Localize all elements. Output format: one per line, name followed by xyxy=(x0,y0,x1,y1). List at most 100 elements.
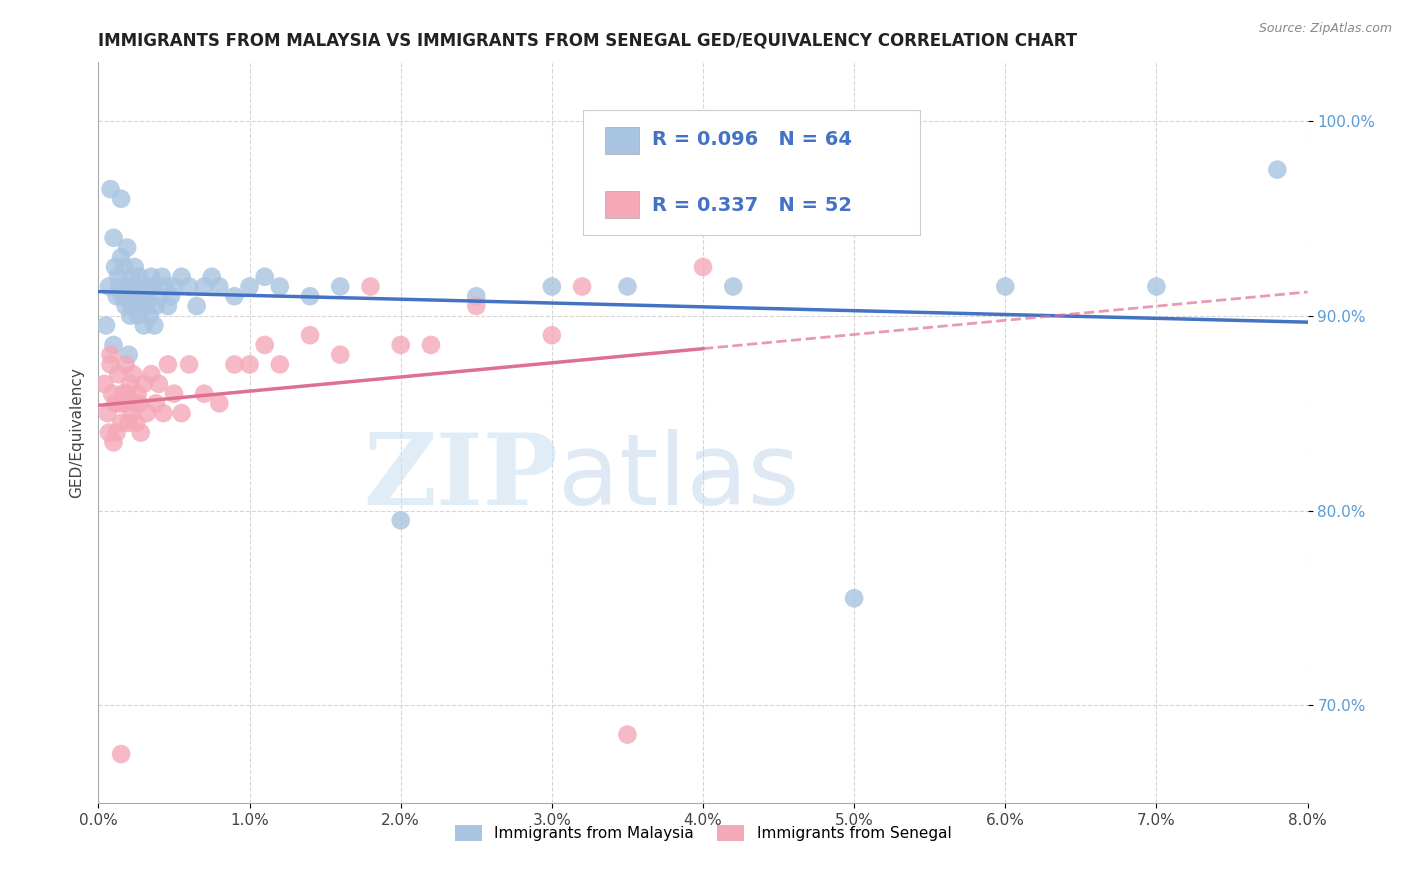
Point xyxy=(112,396,135,410)
Point xyxy=(179,279,201,293)
Point xyxy=(127,309,149,323)
Text: R = 0.096   N = 64: R = 0.096 N = 64 xyxy=(652,130,852,149)
Point xyxy=(111,289,134,303)
Point xyxy=(120,376,142,391)
Point xyxy=(143,318,166,333)
Point xyxy=(1146,279,1168,293)
Point xyxy=(110,250,132,264)
Point xyxy=(360,279,382,293)
Point xyxy=(129,425,152,440)
Point xyxy=(122,289,145,303)
Point xyxy=(193,386,215,401)
Point xyxy=(118,416,141,430)
Point xyxy=(616,728,638,742)
Text: IMMIGRANTS FROM MALAYSIA VS IMMIGRANTS FROM SENEGAL GED/EQUIVALENCY CORRELATION : IMMIGRANTS FROM MALAYSIA VS IMMIGRANTS F… xyxy=(98,32,1077,50)
Point xyxy=(110,416,132,430)
Point xyxy=(170,406,193,420)
Point xyxy=(844,591,866,606)
Point xyxy=(136,279,159,293)
Text: ZIP: ZIP xyxy=(363,428,558,525)
Point xyxy=(103,231,125,245)
Point xyxy=(152,406,174,420)
Point xyxy=(153,279,176,293)
Point xyxy=(104,260,127,274)
Point xyxy=(124,260,146,274)
Point xyxy=(135,406,157,420)
Point xyxy=(100,182,122,196)
Point xyxy=(994,279,1017,293)
Point xyxy=(208,396,231,410)
Point xyxy=(114,358,136,372)
Point xyxy=(110,747,132,761)
Point xyxy=(1267,162,1289,177)
Point xyxy=(208,279,231,293)
Point xyxy=(156,358,179,372)
Point xyxy=(132,318,155,333)
Y-axis label: GED/Equivalency: GED/Equivalency xyxy=(69,368,84,498)
Point xyxy=(122,367,145,381)
Point xyxy=(299,328,322,343)
Point xyxy=(389,513,412,527)
Point xyxy=(118,348,141,362)
Point xyxy=(105,425,128,440)
Point xyxy=(163,386,186,401)
Point xyxy=(93,376,115,391)
Point xyxy=(253,338,276,352)
Point xyxy=(94,318,117,333)
Point xyxy=(115,240,138,255)
Point xyxy=(107,367,129,381)
Point xyxy=(111,386,134,401)
Point xyxy=(224,289,246,303)
Point xyxy=(148,289,170,303)
Text: Source: ZipAtlas.com: Source: ZipAtlas.com xyxy=(1258,22,1392,36)
Point xyxy=(163,279,186,293)
Point xyxy=(299,289,322,303)
Point xyxy=(540,279,562,293)
Point xyxy=(329,279,352,293)
Point xyxy=(101,386,124,401)
Point xyxy=(103,338,125,352)
Point xyxy=(125,416,148,430)
Point xyxy=(201,269,224,284)
Point xyxy=(239,279,262,293)
Point xyxy=(121,406,143,420)
Point xyxy=(160,289,183,303)
Point xyxy=(121,299,143,313)
Point xyxy=(141,269,163,284)
Point xyxy=(127,386,149,401)
Point xyxy=(148,376,170,391)
Point xyxy=(98,425,121,440)
Text: atlas: atlas xyxy=(558,428,800,525)
Point xyxy=(723,279,745,293)
Point xyxy=(269,358,291,372)
Point xyxy=(100,358,122,372)
Point xyxy=(98,279,121,293)
Point xyxy=(120,309,142,323)
Point xyxy=(107,269,129,284)
Point xyxy=(112,260,135,274)
Point xyxy=(253,269,276,284)
Point xyxy=(465,299,488,313)
Point xyxy=(134,289,156,303)
Point xyxy=(616,279,638,293)
Point xyxy=(145,299,167,313)
Point xyxy=(105,289,128,303)
Point xyxy=(125,279,148,293)
Point xyxy=(571,279,593,293)
Point xyxy=(389,338,412,352)
Point xyxy=(329,348,352,362)
Point xyxy=(114,299,136,313)
Point xyxy=(141,367,163,381)
Point xyxy=(108,279,131,293)
Point xyxy=(142,279,165,293)
Point xyxy=(150,269,173,284)
Point xyxy=(540,328,562,343)
Point xyxy=(110,192,132,206)
Point xyxy=(115,386,138,401)
Legend: Immigrants from Malaysia, Immigrants from Senegal: Immigrants from Malaysia, Immigrants fro… xyxy=(449,819,957,847)
Point xyxy=(128,269,150,284)
Point xyxy=(145,396,167,410)
Point xyxy=(156,299,179,313)
Point xyxy=(114,289,136,303)
Text: R = 0.337   N = 52: R = 0.337 N = 52 xyxy=(652,196,852,215)
